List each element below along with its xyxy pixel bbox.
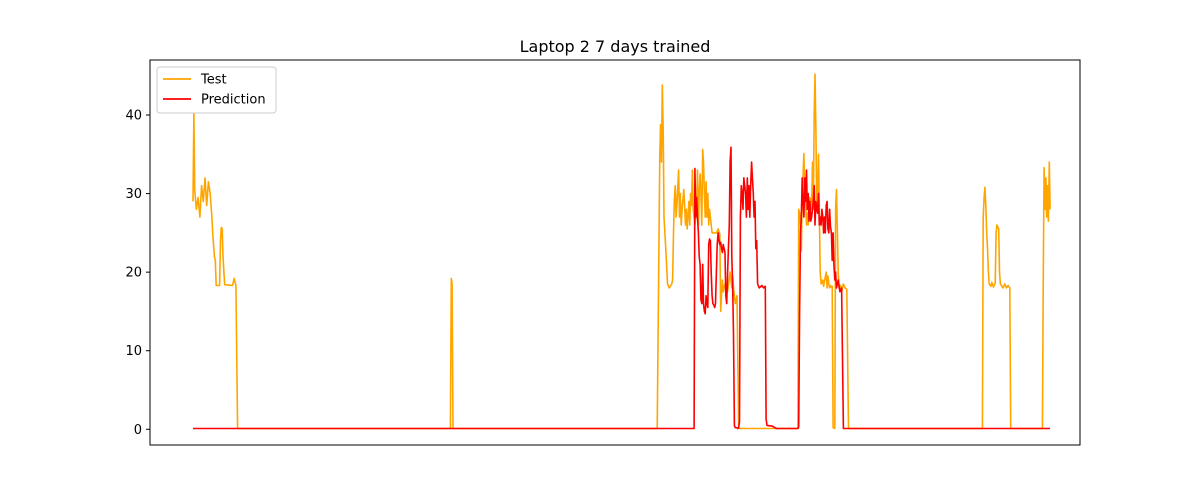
series-layer bbox=[192, 73, 1051, 430]
legend-label-prediction: Prediction bbox=[201, 93, 266, 108]
legend: Test Prediction bbox=[156, 66, 277, 114]
series-line-prediction bbox=[193, 146, 1051, 430]
plot-area-frame bbox=[149, 59, 1081, 446]
legend-label-test: Test bbox=[200, 73, 227, 88]
series-line-test bbox=[192, 73, 1051, 430]
y-axis: 0 10 20 30 40 bbox=[125, 109, 150, 438]
y-tick-label: 0 bbox=[134, 423, 142, 438]
y-tick-label: 30 bbox=[125, 187, 142, 202]
y-tick-label: 20 bbox=[125, 266, 142, 281]
y-tick-label: 10 bbox=[125, 344, 142, 359]
y-tick-label: 40 bbox=[125, 109, 142, 124]
chart-title: Laptop 2 7 days trained bbox=[520, 37, 711, 56]
